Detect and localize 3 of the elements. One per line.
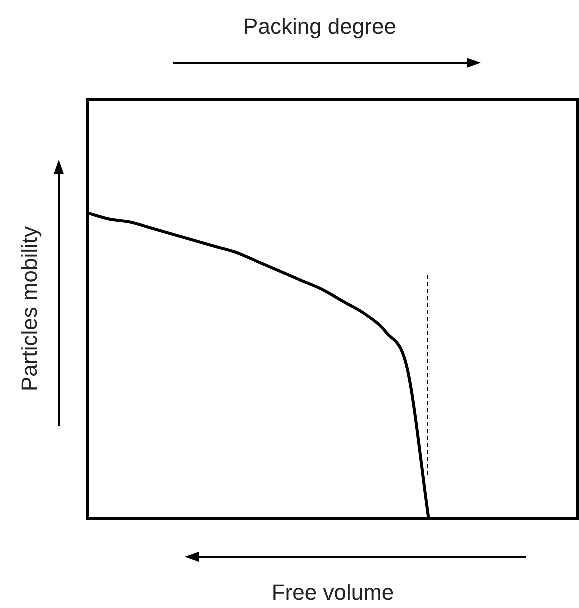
x-axis-title: Free volume xyxy=(270,580,396,606)
y-axis-title: Particles mobility xyxy=(17,225,43,394)
text: Packing degree xyxy=(242,14,398,40)
